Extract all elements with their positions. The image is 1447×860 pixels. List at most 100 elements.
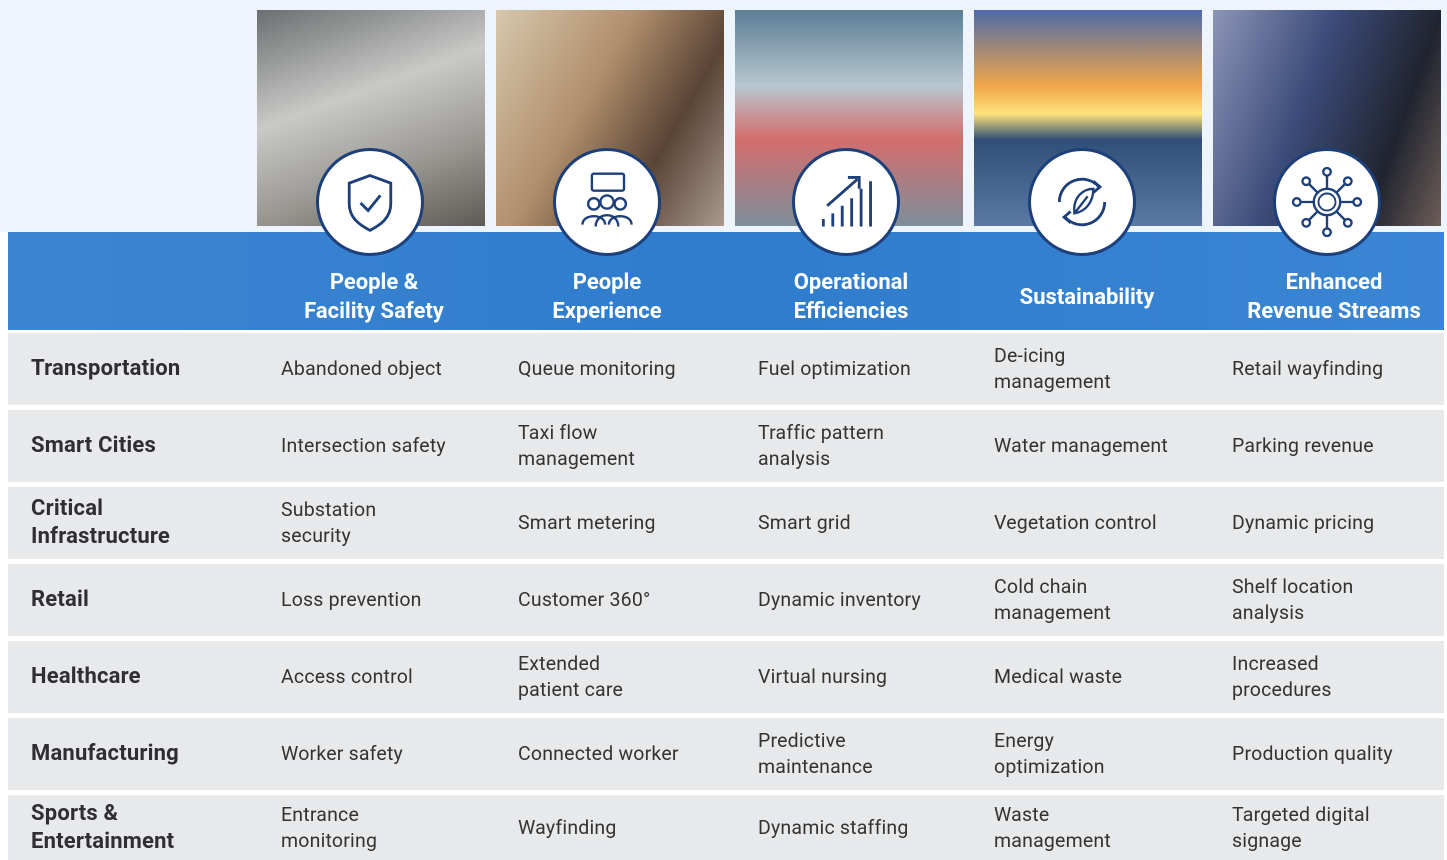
text-line: Enhanced [1285, 270, 1383, 295]
text-line: Sports & [31, 800, 119, 826]
table-row [8, 795, 1444, 860]
text-line: Virtual nursing [758, 665, 888, 688]
table-cell: Energy optimization [994, 718, 1199, 790]
text-line: Dynamic inventory [758, 588, 921, 611]
text-line: People [572, 270, 642, 295]
text-line: Abandoned object [281, 357, 442, 380]
text-line: Customer 360° [518, 588, 651, 611]
text-line: patient care [518, 678, 623, 701]
text-line: Revenue Streams [1247, 299, 1421, 324]
text-line: Manufacturing [31, 741, 179, 766]
icon-revenue [1273, 148, 1381, 256]
text-line: Predictive [758, 729, 846, 752]
column-header: Operational Efficiencies [736, 232, 966, 330]
text-line: management [518, 447, 635, 470]
text-line: Fuel optimization [758, 357, 911, 380]
table-row [8, 564, 1444, 636]
row-label: Smart Cities [31, 410, 156, 482]
text-line: Healthcare [31, 664, 141, 689]
text-line: Smart Cities [31, 433, 156, 458]
column-header: Sustainability [972, 232, 1202, 330]
row-label: Manufacturing [31, 718, 179, 790]
row-label: Critical Infrastructure [31, 487, 170, 559]
row-label: Retail [31, 564, 89, 636]
table-row [8, 333, 1444, 405]
table-cell: Worker safety [281, 718, 486, 790]
text-line: People & [329, 270, 419, 295]
text-line: optimization [994, 755, 1105, 778]
text-line: Infrastructure [31, 524, 170, 549]
text-line: Energy [994, 729, 1054, 752]
text-line: Loss prevention [281, 588, 422, 611]
column-header: People & Facility Safety [259, 232, 489, 330]
text-line: Dynamic pricing [1232, 511, 1375, 534]
row-label: Transportation [31, 333, 180, 405]
table-cell: Queue monitoring [518, 333, 723, 405]
table-cell: De-icing management [994, 333, 1199, 405]
table-cell: Loss prevention [281, 564, 486, 636]
table-cell: Shelf location analysis [1232, 564, 1437, 636]
text-line: Retail [31, 587, 90, 612]
text-line: Sustainability [1019, 285, 1155, 310]
table-cell: Access control [281, 641, 486, 713]
table-cell: Smart grid [758, 487, 963, 559]
table-row [8, 487, 1444, 559]
text-line: Cold chain [994, 575, 1088, 598]
text-line: Operational [793, 270, 909, 295]
table-row [8, 718, 1444, 790]
table-cell: Water management [994, 410, 1199, 482]
text-line: signage [1232, 828, 1302, 852]
table-cell: Dynamic pricing [1232, 487, 1437, 559]
text-line: management [994, 370, 1111, 393]
text-line: Parking revenue [1232, 434, 1374, 457]
text-line: Worker safety [281, 742, 403, 765]
table-cell: Entrance monitoring [281, 795, 486, 860]
text-line: Vegetation control [994, 511, 1157, 534]
table-cell: Parking revenue [1232, 410, 1437, 482]
table-cell: Intersection safety [281, 410, 486, 482]
table-cell: Extended patient care [518, 641, 723, 713]
text-line: Targeted digital [1232, 802, 1370, 826]
icon-sustainability [1028, 148, 1136, 256]
text-line: Experience [552, 299, 662, 324]
text-line: Dynamic staffing [758, 815, 909, 839]
text-line: Smart metering [518, 511, 656, 534]
text-line: Traffic pattern [758, 421, 885, 444]
text-line: Intersection safety [281, 434, 446, 457]
table-cell: Vegetation control [994, 487, 1199, 559]
icon-growth [792, 148, 900, 256]
row-label: Healthcare [31, 641, 141, 713]
table-cell: Virtual nursing [758, 641, 963, 713]
text-line: Facility Safety [304, 299, 444, 324]
text-line: procedures [1232, 678, 1332, 701]
table-cell: Customer 360° [518, 564, 723, 636]
table-cell: Cold chain management [994, 564, 1199, 636]
text-line: Entrance [281, 802, 359, 826]
column-header: Enhanced Revenue Streams [1219, 232, 1447, 330]
header-band [8, 232, 1444, 330]
table-row [8, 410, 1444, 482]
text-line: maintenance [758, 755, 873, 778]
table-cell: Traffic pattern analysis [758, 410, 963, 482]
table-cell: Taxi flow management [518, 410, 723, 482]
text-line: Medical waste [994, 665, 1123, 688]
text-line: monitoring [281, 828, 378, 852]
row-label: Sports & Entertainment [31, 795, 174, 860]
table-row [8, 641, 1444, 713]
table-cell: Dynamic inventory [758, 564, 963, 636]
text-line: Access control [281, 665, 413, 688]
table-cell: Medical waste [994, 641, 1199, 713]
text-line: analysis [1232, 601, 1305, 624]
table-cell: Retail wayfinding [1232, 333, 1437, 405]
table-cell: Targeted digital signage [1232, 795, 1437, 860]
text-line: Shelf location [1232, 575, 1354, 598]
text-line: Connected worker [518, 742, 679, 765]
table-cell: Substation security [281, 487, 486, 559]
text-line: Taxi flow [518, 421, 598, 444]
table-cell: Connected worker [518, 718, 723, 790]
text-line: Efficiencies [793, 299, 909, 324]
text-line: Increased [1232, 652, 1319, 675]
column-header: People Experience [492, 232, 722, 330]
text-line: Production quality [1232, 742, 1393, 765]
